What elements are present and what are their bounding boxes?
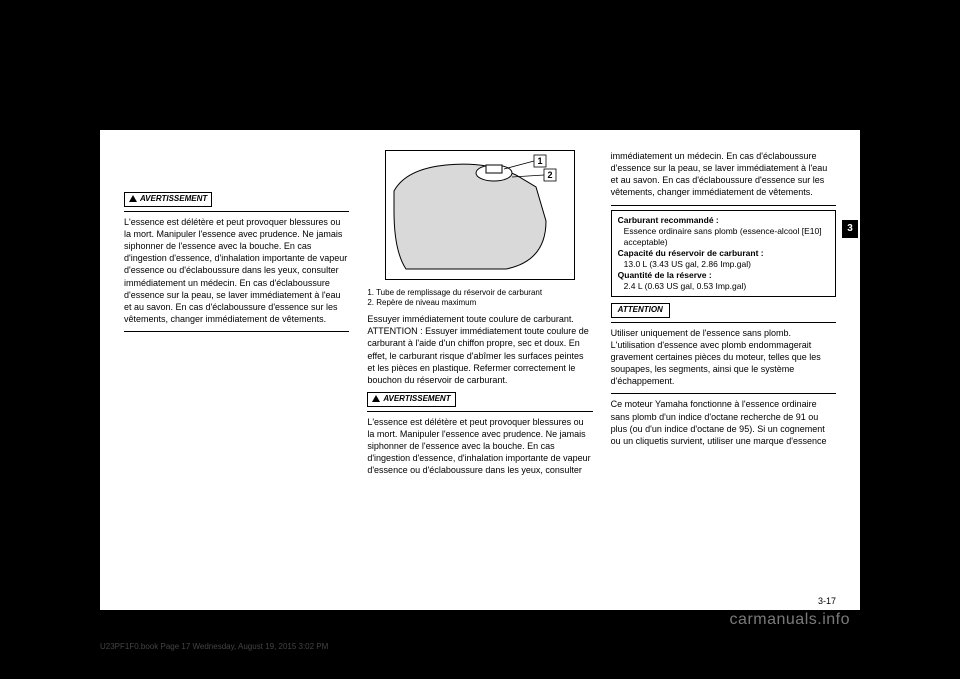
callout-2: 2 <box>547 170 552 180</box>
rule-line <box>611 393 836 394</box>
spec-res-label: Quantité de la réserve : <box>618 270 712 280</box>
col2-paragraph-1: Essuyer immédiatement toute coulure de c… <box>367 313 592 386</box>
col3-paragraph-1: immédiatement un médecin. En cas d'éclab… <box>611 150 836 199</box>
spec-fuel-label: Carburant recommandé : <box>618 215 719 225</box>
spec-box: Carburant recommandé : Essence ordinaire… <box>611 210 836 297</box>
warning-label-2: AVERTISSEMENT <box>383 394 450 403</box>
col3-paragraph-3: Ce moteur Yamaha fonctionne à l'essence … <box>611 398 836 447</box>
caption-1: 1. Tube de remplissage du réservoir de c… <box>367 288 592 298</box>
warning-box-2: AVERTISSEMENT <box>367 392 455 407</box>
warning-triangle-icon <box>372 395 380 402</box>
col1-paragraph-1: L'essence est délétère et peut provoquer… <box>124 216 349 325</box>
column-2: 1 2 1. Tube de remplissage du réservoir … <box>367 150 592 590</box>
spec-cap-label: Capacité du réservoir de carburant : <box>618 248 764 258</box>
fuel-tank-diagram: 1 2 <box>385 150 575 280</box>
rule-line <box>124 211 349 212</box>
warning-label-1: AVERTISSEMENT <box>140 194 207 203</box>
diagram-captions: 1. Tube de remplissage du réservoir de c… <box>367 288 592 307</box>
spec-cap-value: 13.0 L (3.43 US gal, 2.86 Imp.gal) <box>618 259 829 270</box>
column-3: 3 immédiatement un médecin. En cas d'écl… <box>611 150 836 590</box>
chapter-tab: 3 <box>842 220 858 238</box>
col3-paragraph-2: Utiliser uniquement de l'essence sans pl… <box>611 327 836 388</box>
warning-box-1: AVERTISSEMENT <box>124 192 212 207</box>
rule-line <box>611 205 836 206</box>
attention-box: ATTENTION <box>611 303 670 318</box>
source-reference: U23PF1F0.book Page 17 Wednesday, August … <box>100 642 328 651</box>
spec-res-value: 2.4 L (0.63 US gal, 0.53 Imp.gal) <box>618 281 829 292</box>
col2-paragraph-2: L'essence est délétère et peut provoquer… <box>367 416 592 477</box>
column-1: AVERTISSEMENT L'essence est délétère et … <box>124 150 349 590</box>
rule-line <box>124 331 349 332</box>
caption-2: 2. Repère de niveau maximum <box>367 298 592 308</box>
rule-line <box>367 411 592 412</box>
warning-triangle-icon <box>129 195 137 202</box>
spec-fuel-value: Essence ordinaire sans plomb (essence-al… <box>618 226 829 248</box>
rule-line <box>611 322 836 323</box>
watermark: carmanuals.info <box>730 611 850 629</box>
callout-1: 1 <box>537 156 542 166</box>
page-number: 3-17 <box>818 596 836 606</box>
manual-page: AVERTISSEMENT L'essence est délétère et … <box>100 130 860 610</box>
